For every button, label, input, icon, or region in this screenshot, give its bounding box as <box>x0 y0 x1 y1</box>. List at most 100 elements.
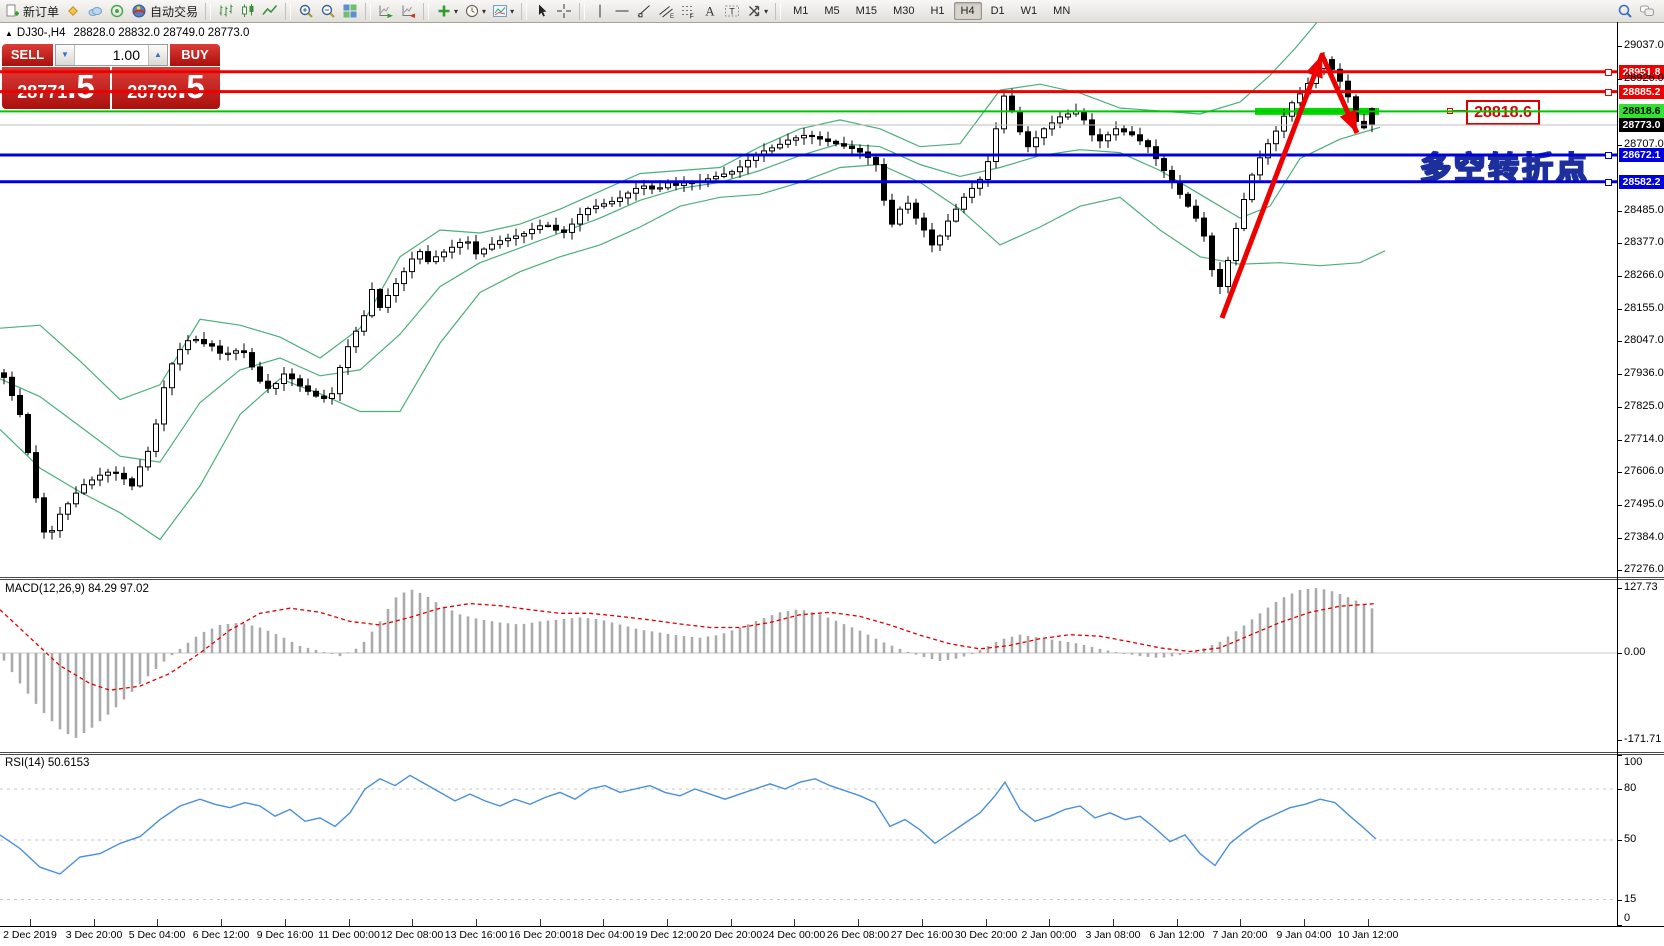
pane-separator-macd-rsi[interactable] <box>0 752 1664 755</box>
chart-collapse-icon[interactable]: ▲ <box>5 29 13 38</box>
price-axis-tick <box>1617 538 1622 539</box>
price-axis-tick-label: 28926.0 <box>1624 72 1664 84</box>
macd-axis-tick-label: 0.00 <box>1624 646 1646 658</box>
price-axis-tick <box>1617 374 1622 375</box>
main-chart-canvas[interactable] <box>0 22 1664 577</box>
timeframe-m5[interactable]: M5 <box>824 5 840 17</box>
date-axis-label: 2 Jan 00:00 <box>1021 929 1077 941</box>
label-button[interactable]: T <box>721 1 743 21</box>
price-axis-tick-label: 28266.0 <box>1624 269 1664 281</box>
fibonacci-button[interactable]: F <box>677 1 699 21</box>
date-axis-label: 6 Dec 12:00 <box>192 929 250 941</box>
timeframe-mn[interactable]: MN <box>1053 5 1071 17</box>
price-level-label-28582.2: 28582.2 <box>1619 175 1664 189</box>
cursor-button[interactable] <box>531 1 553 21</box>
fibo-icon: F <box>680 3 696 19</box>
auto-scroll-button[interactable] <box>375 1 397 21</box>
price-axis-tick <box>1617 505 1622 506</box>
timeframe-m1[interactable]: M1 <box>793 5 809 17</box>
labelT-icon: T <box>724 3 740 19</box>
timeframe-w1[interactable]: W1 <box>1020 5 1038 17</box>
volume-increase-button[interactable]: ▲ <box>148 45 167 65</box>
price-axis-tick <box>1617 276 1622 277</box>
svg-text:A: A <box>705 4 715 19</box>
line-chart-button[interactable] <box>259 1 281 21</box>
vline-button[interactable] <box>589 1 611 21</box>
community-button[interactable] <box>84 1 106 21</box>
chartshift-icon <box>400 3 416 19</box>
periods-button[interactable]: ▾ <box>461 1 489 21</box>
price-axis-tick <box>1617 79 1622 80</box>
tile-windows-button[interactable] <box>339 1 361 21</box>
date-axis-tick <box>922 919 923 926</box>
price-axis-tick <box>1617 472 1622 473</box>
timeframe-h1[interactable]: H1 <box>930 5 945 17</box>
dropdown-caret-icon[interactable]: ▾ <box>510 6 515 16</box>
templates-button[interactable]: ▾ <box>489 1 517 21</box>
indicators-button[interactable]: ▾ <box>433 1 461 21</box>
bar-chart-button[interactable] <box>215 1 237 21</box>
date-axis-label: 6 Jan 12:00 <box>1149 929 1205 941</box>
macd-pane-canvas[interactable] <box>0 580 1664 752</box>
signals-button[interactable] <box>106 1 128 21</box>
price-axis-tick <box>1617 341 1622 342</box>
one-click-trading-panel: SELL ▼ 1.00 ▲ BUY 28771.5 28780.5 <box>2 44 220 109</box>
channel-button[interactable]: E <box>655 1 677 21</box>
timeframe-h4[interactable]: H4 <box>953 2 982 20</box>
new-order-button[interactable]: 新订单 <box>1 1 62 21</box>
price-axis-tick <box>1617 407 1622 408</box>
price-axis-tick-label: 27936.0 <box>1624 367 1664 379</box>
price-callout-label[interactable]: 28818.6 <box>1466 100 1540 125</box>
dropdown-caret-icon[interactable]: ▾ <box>482 6 487 16</box>
timeframe-m30[interactable]: M30 <box>893 5 915 17</box>
zoom-in-button[interactable] <box>295 1 317 21</box>
search-button[interactable] <box>1614 1 1636 21</box>
trendline-button[interactable] <box>633 1 655 21</box>
text-button[interactable]: A <box>699 1 721 21</box>
trend-arrowhead <box>1305 55 1323 79</box>
rsi-axis-tick <box>1617 900 1622 901</box>
volume-value[interactable]: 1.00 <box>112 47 140 63</box>
date-axis-label: 5 Dec 04:00 <box>128 929 186 941</box>
date-axis-label: 16 Dec 20:00 <box>508 929 572 941</box>
price-level-label-28951.8: 28951.8 <box>1619 65 1664 79</box>
sell-button[interactable]: SELL <box>2 44 53 66</box>
volume-stepper[interactable]: ▼ 1.00 ▲ <box>55 44 168 66</box>
dropdown-caret-icon[interactable]: ▾ <box>454 6 459 16</box>
chart-shift-button[interactable] <box>397 1 419 21</box>
timeframe-m15[interactable]: M15 <box>855 5 878 17</box>
chat-button[interactable] <box>1636 1 1658 21</box>
candle-chart-button[interactable] <box>237 1 259 21</box>
channel-icon: E <box>658 3 674 19</box>
macd-axis-tick <box>1617 588 1622 589</box>
price-level-label-28885.2: 28885.2 <box>1619 85 1664 99</box>
trend-arrow-line[interactable] <box>1219 52 1360 319</box>
date-axis-tick <box>1177 919 1178 926</box>
macd-histogram <box>2 588 1374 738</box>
price-axis-tick-label: 28707.0 <box>1624 138 1664 150</box>
zoom-out-button[interactable] <box>317 1 339 21</box>
favorites-button[interactable] <box>62 1 84 21</box>
buy-button[interactable]: BUY <box>170 44 220 66</box>
rsi-pane-canvas[interactable] <box>0 755 1664 926</box>
arrows-button[interactable]: ▾ <box>743 1 771 21</box>
price-level-label-28773.0: 28773.0 <box>1619 118 1664 132</box>
hline-button[interactable] <box>611 1 633 21</box>
crosshair-button[interactable] <box>553 1 575 21</box>
main-toolbar: 新订单 自动交易 ▾ ▾ ▾ E F A T ▾ M1 M5 M15 M30 H1 H4 D1 W1 MN <box>0 0 1664 23</box>
time-axis-line <box>0 926 1664 927</box>
macd-indicator-label: MACD(12,26,9) 84.29 97.02 <box>5 583 149 595</box>
date-axis-tick <box>1049 919 1050 926</box>
date-axis-tick <box>603 919 604 926</box>
date-axis-tick <box>285 919 286 926</box>
chart-title: ▲ DJ30-,H4 28828.0 28832.0 28749.0 28773.0 <box>5 27 249 39</box>
volume-decrease-button[interactable]: ▼ <box>56 45 75 65</box>
timeframe-d1[interactable]: D1 <box>990 5 1005 17</box>
sell-price[interactable]: 28771.5 <box>2 67 110 109</box>
price-axis-tick <box>1617 243 1622 244</box>
auto-trading-button[interactable]: 自动交易 <box>128 1 201 21</box>
date-axis-label: 11 Dec 00:00 <box>318 929 380 941</box>
toolbar-separator <box>579 2 586 20</box>
pane-separator-main-macd[interactable] <box>0 577 1664 580</box>
dropdown-caret-icon[interactable]: ▾ <box>764 6 769 16</box>
